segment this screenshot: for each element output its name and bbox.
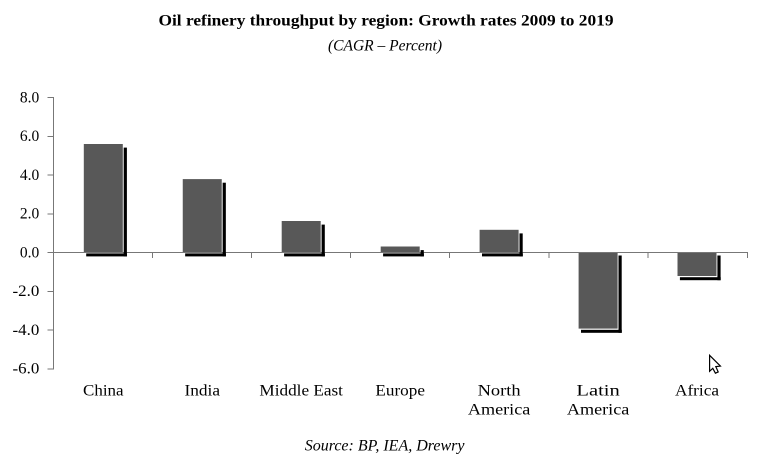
svg-text:China: China xyxy=(83,382,124,399)
svg-text:Source: BP, IEA, Drewry: Source: BP, IEA, Drewry xyxy=(305,438,466,455)
svg-text:-2.0: -2.0 xyxy=(13,283,40,300)
svg-text:4.0: 4.0 xyxy=(20,167,40,184)
svg-text:America: America xyxy=(468,402,531,419)
svg-text:Middle East: Middle East xyxy=(259,382,343,399)
svg-text:India: India xyxy=(185,382,221,399)
svg-text:Europe: Europe xyxy=(375,382,425,399)
svg-text:2.0: 2.0 xyxy=(20,206,40,223)
svg-text:6.0: 6.0 xyxy=(20,128,40,145)
svg-text:Africa: Africa xyxy=(675,382,719,399)
svg-text:8.0: 8.0 xyxy=(20,89,40,106)
svg-text:-4.0: -4.0 xyxy=(13,322,40,339)
svg-text:0.0: 0.0 xyxy=(20,244,40,261)
svg-text:North: North xyxy=(478,382,521,399)
svg-text:-6.0: -6.0 xyxy=(13,361,40,378)
svg-text:(CAGR – Percent): (CAGR – Percent) xyxy=(328,38,442,55)
svg-text:America: America xyxy=(567,402,630,419)
svg-text:Latin: Latin xyxy=(576,382,619,399)
svg-text:Oil refinery throughput by reg: Oil refinery throughput by region: Growt… xyxy=(159,13,614,30)
